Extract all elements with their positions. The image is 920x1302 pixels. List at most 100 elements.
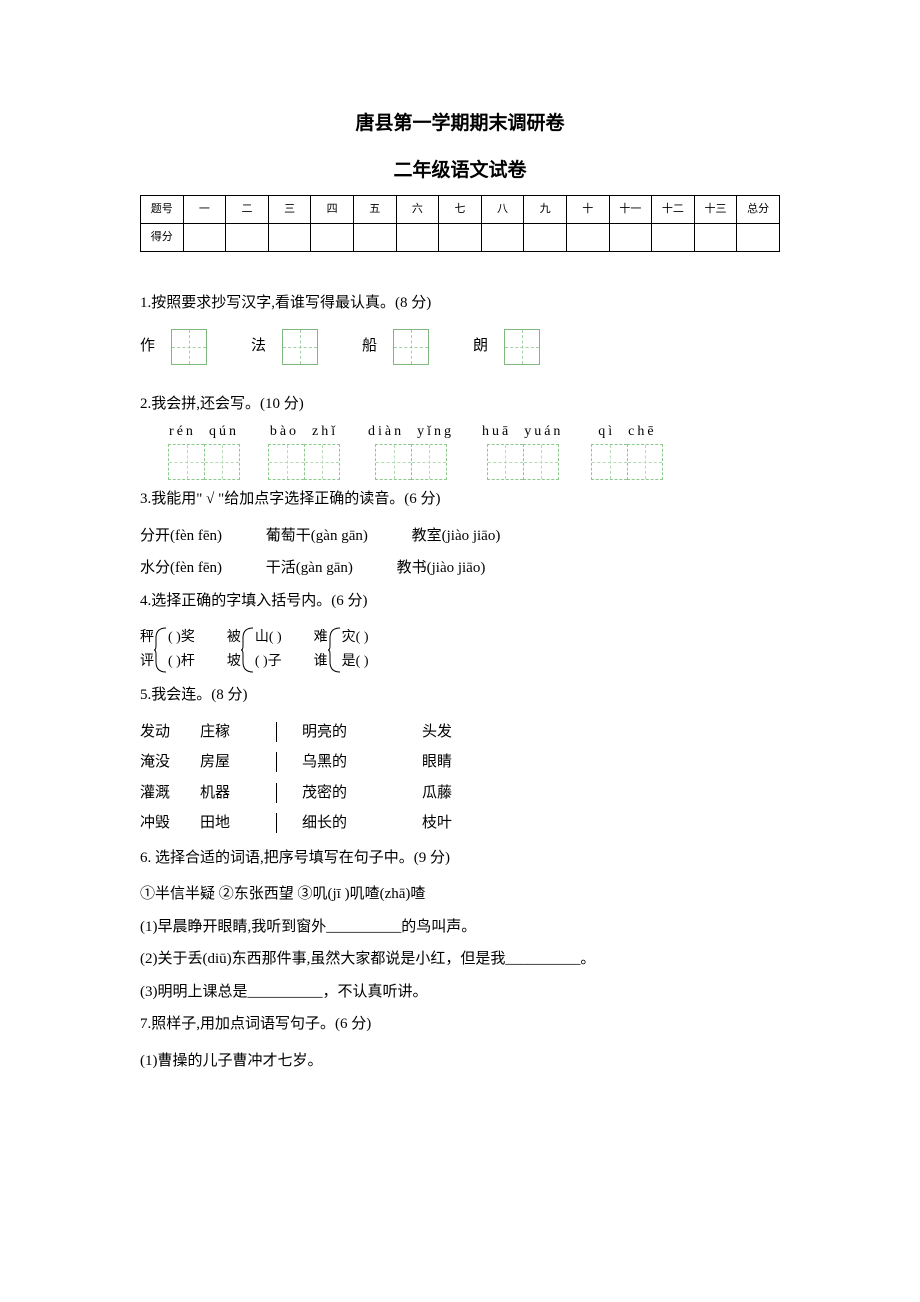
match-cell: 细长的 [302,812,382,835]
q7-line: (1)曹操的儿子曹冲才七岁。 [140,1050,780,1073]
match-cell: 机器 [200,782,270,805]
q4-group: 秤评 ( )奖( )杆 [140,626,195,674]
score-cell[interactable] [694,224,737,252]
double-write-box[interactable] [487,444,559,480]
double-write-box[interactable] [375,444,447,480]
q4-group: 难谁 灾( )是( ) [314,626,369,674]
q6-line: (3)明明上课总是__________，不认真听讲。 [140,981,780,1004]
q2-pinyin-row: rén qún bào zhǐ diàn yǐng huā yuán qì ch… [168,421,780,480]
q1-boxes: 作 法 船 朗 [140,329,780,365]
write-box[interactable] [171,329,207,365]
score-row-label: 得分 [141,224,184,252]
q5-table: 发动 庄稼 明亮的 头发 淹没 房屋 乌黑的 眼睛 灌溉 机器 茂密的 瓜藤 冲… [140,721,780,835]
q4-row: 秤评 ( )奖( )杆 被坡 山( )( )子 难谁 灾( )是( ) [140,626,780,674]
match-cell: 瓜藤 [422,782,492,805]
score-cell[interactable] [652,224,695,252]
double-write-box[interactable] [591,444,663,480]
pinyin-label: rén qún [169,421,239,442]
double-write-box[interactable] [268,444,340,480]
match-cell: 明亮的 [302,721,382,744]
q1-item: 作 [140,329,211,365]
bracket-icon [328,626,342,674]
separator-line [276,783,277,803]
match-cell: 灌溉 [140,782,200,805]
score-header-cell: 十三 [694,196,737,224]
score-header-cell: 十一 [609,196,652,224]
pinyin-pair: huā yuán [482,421,563,480]
match-row: 发动 庄稼 明亮的 头发 [140,721,780,744]
q6-line: (1)早晨睁开眼睛,我听到窗外__________的鸟叫声。 [140,916,780,939]
q3-line: 分开(fèn fēn) 葡萄干(gàn gān) 教室(jiào jiāo) [140,525,780,548]
separator-line [276,722,277,742]
match-row: 冲毁 田地 细长的 枝叶 [140,812,780,835]
match-cell: 头发 [422,721,492,744]
write-box[interactable] [393,329,429,365]
q1-item: 朗 [473,329,544,365]
score-cell[interactable] [737,224,780,252]
q5-text: 5.我会连。(8 分) [140,684,780,707]
q1-char: 朗 [473,335,488,358]
match-cell: 庄稼 [200,721,270,744]
score-cell[interactable] [481,224,524,252]
main-title: 唐县第一学期期末调研卷 [140,110,780,139]
score-header-row: 题号 一 二 三 四 五 六 七 八 九 十 十一 十二 十三 总分 [141,196,780,224]
match-cell: 茂密的 [302,782,382,805]
score-cell[interactable] [183,224,226,252]
score-header-cell: 九 [524,196,567,224]
score-header-cell: 二 [226,196,269,224]
score-header-cell: 七 [439,196,482,224]
q3-text: 3.我能用" √ "给加点字选择正确的读音。(6 分) [140,488,780,511]
match-row: 淹没 房屋 乌黑的 眼睛 [140,751,780,774]
match-row: 灌溉 机器 茂密的 瓜藤 [140,782,780,805]
q6-line: (2)关于丢(diū)东西那件事,虽然大家都说是小红，但是我__________… [140,948,780,971]
score-header-cell: 八 [481,196,524,224]
match-cell: 田地 [200,812,270,835]
double-write-box[interactable] [168,444,240,480]
write-box[interactable] [504,329,540,365]
score-cell[interactable] [524,224,567,252]
separator-line [276,813,277,833]
q1-text: 1.按照要求抄写汉字,看谁写得最认真。(8 分) [140,292,780,315]
score-cell[interactable] [396,224,439,252]
score-header-cell: 五 [353,196,396,224]
bracket-icon [241,626,255,674]
pinyin-pair: rén qún [168,421,240,480]
pinyin-pair: qì chē [591,421,663,480]
pinyin-label: bào zhǐ [270,421,338,442]
match-cell: 冲毁 [140,812,200,835]
score-cell[interactable] [311,224,354,252]
pinyin-label: huā yuán [482,421,563,442]
sub-title: 二年级语文试卷 [140,157,780,186]
score-value-row: 得分 [141,224,780,252]
pinyin-label: diàn yǐng [368,421,454,442]
match-cell: 枝叶 [422,812,492,835]
write-box[interactable] [282,329,318,365]
q1-char: 船 [362,335,377,358]
q1-char: 作 [140,335,155,358]
score-header-cell: 一 [183,196,226,224]
score-header-cell: 十二 [652,196,695,224]
score-cell[interactable] [566,224,609,252]
score-header-cell: 总分 [737,196,780,224]
score-header-cell: 题号 [141,196,184,224]
q3-line: 水分(fèn fēn) 干活(gàn gān) 教书(jiào jiāo) [140,557,780,580]
score-header-cell: 三 [268,196,311,224]
q1-item: 船 [362,329,433,365]
score-cell[interactable] [268,224,311,252]
score-header-cell: 四 [311,196,354,224]
q6-options: ①半信半疑 ②东张西望 ③叽(jī )叽喳(zhā)喳 [140,883,780,906]
separator-line [276,752,277,772]
q4-text: 4.选择正确的字填入括号内。(6 分) [140,590,780,613]
score-cell[interactable] [439,224,482,252]
q4-group: 被坡 山( )( )子 [227,626,282,674]
match-cell: 房屋 [200,751,270,774]
score-header-cell: 六 [396,196,439,224]
score-cell[interactable] [353,224,396,252]
match-cell: 乌黑的 [302,751,382,774]
pinyin-label: qì chē [598,421,656,442]
q7-text: 7.照样子,用加点词语写句子。(6 分) [140,1013,780,1036]
score-header-cell: 十 [566,196,609,224]
match-cell: 淹没 [140,751,200,774]
score-cell[interactable] [226,224,269,252]
score-cell[interactable] [609,224,652,252]
